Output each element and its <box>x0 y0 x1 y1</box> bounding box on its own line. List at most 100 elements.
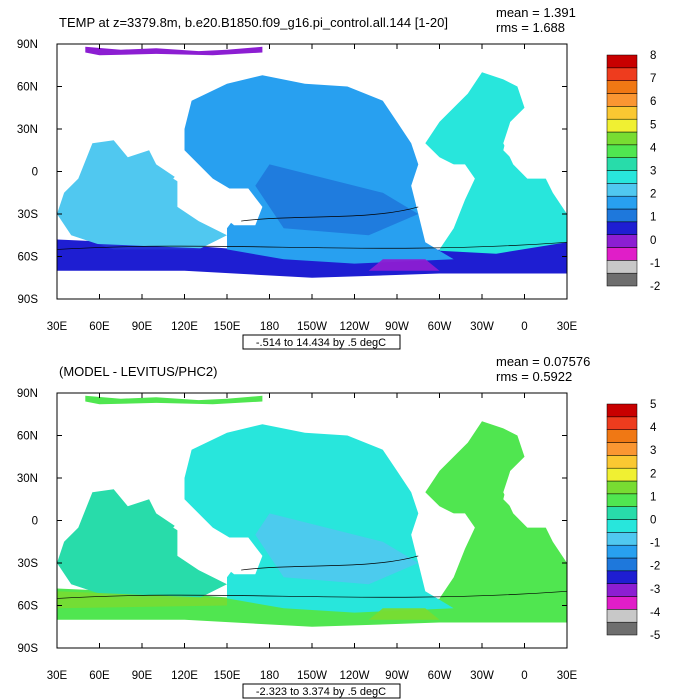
southern-band <box>57 242 227 260</box>
colorbar-cell <box>606 144 638 158</box>
x-tick-label: 90W <box>385 670 409 682</box>
colorbar-cell <box>606 621 638 636</box>
colorbar-label: 0 <box>650 235 656 247</box>
x-tick-label: 90E <box>132 670 153 682</box>
colorbar-cell <box>606 532 638 546</box>
colorbar-cell <box>606 519 638 533</box>
colorbar-cell <box>606 93 638 107</box>
colorbar-cell <box>606 260 638 274</box>
x-tick-label: 150E <box>214 321 241 333</box>
x-tick-label: 120W <box>339 670 369 682</box>
land-mass <box>173 517 202 535</box>
x-tick-label: 120E <box>171 670 198 682</box>
rms-label: rms = 1.688 <box>496 20 565 35</box>
colorbar-label: 1 <box>650 212 656 224</box>
colorbar-label: 2 <box>650 189 656 201</box>
colorbar-label: -2 <box>650 281 660 293</box>
y-tick-label: 60S <box>18 252 39 264</box>
mean-label: mean = 0.07576 <box>496 354 590 369</box>
x-tick-label: 150W <box>297 670 327 682</box>
indian-ocean-region <box>57 489 227 599</box>
colorbar-cell <box>606 195 638 210</box>
colorbar-cell <box>606 506 638 520</box>
x-tick-label: 30W <box>470 670 494 682</box>
x-tick-label: 60E <box>89 321 110 333</box>
x-tick-label: 60W <box>428 321 452 333</box>
colorbar-cell <box>606 455 638 469</box>
weddell-patch <box>368 608 440 620</box>
colorbar-cell <box>606 609 638 623</box>
southern-band <box>57 591 227 609</box>
y-tick-label: 60N <box>17 82 38 94</box>
colorbar-cell <box>606 247 638 261</box>
x-tick-label: 30E <box>557 321 578 333</box>
x-tick-label: 60W <box>428 670 452 682</box>
land-mass <box>436 164 475 250</box>
range-box <box>242 683 401 699</box>
x-tick-label: 30E <box>557 670 578 682</box>
colorbar-cell <box>606 557 638 572</box>
range-box <box>242 334 401 350</box>
colorbar-cell <box>606 183 638 197</box>
colorbar-label: 7 <box>650 73 656 85</box>
colorbar-label: 2 <box>650 468 656 480</box>
colorbar-cell <box>606 583 638 597</box>
land-mass <box>503 470 567 528</box>
land-mass <box>212 188 263 226</box>
colorbar-cell <box>606 272 638 287</box>
land-mass <box>436 513 475 599</box>
colorbar-cell <box>606 544 638 559</box>
y-tick-label: 60S <box>18 601 39 613</box>
range-label: -.514 to 14.434 by .5 degC <box>256 337 386 349</box>
colorbar-cell <box>606 596 638 610</box>
colorbar-cell <box>606 416 638 430</box>
y-tick-label: 90S <box>18 643 39 655</box>
contour-line <box>241 206 419 222</box>
colorbar-cell <box>606 221 638 235</box>
colorbar-label: 6 <box>650 96 656 108</box>
panel-title: TEMP at z=3379.8m, b.e20.B1850.f09_g16.p… <box>59 15 448 30</box>
colorbar-cell <box>606 170 638 184</box>
colorbar-cell <box>606 208 638 223</box>
colorbar-label: 4 <box>650 142 657 154</box>
colorbar-cell <box>606 403 638 418</box>
x-tick-label: 120W <box>339 321 369 333</box>
x-tick-label: 150E <box>214 670 241 682</box>
colorbar-cell <box>606 480 638 495</box>
y-tick-label: 30N <box>17 473 38 485</box>
colorbar-label: -3 <box>650 584 660 596</box>
x-tick-label: 30W <box>470 321 494 333</box>
colorbar-label: -5 <box>650 630 660 642</box>
colorbar-label: -1 <box>650 538 660 550</box>
y-tick-label: 90S <box>18 294 39 306</box>
contour-line <box>56 241 568 250</box>
colorbar-cell <box>606 80 638 94</box>
colorbar-cell <box>606 118 638 133</box>
colorbar-label: 5 <box>650 399 656 411</box>
y-tick-label: 90N <box>17 388 38 400</box>
colorbar-cell <box>606 570 638 584</box>
indian-ocean-region <box>57 140 227 250</box>
colorbar-cell <box>606 234 638 248</box>
colorbar-cell <box>606 467 638 482</box>
x-tick-label: 180 <box>260 321 279 333</box>
y-tick-label: 30S <box>18 209 39 221</box>
land-mass <box>173 168 202 186</box>
mean-label: mean = 1.391 <box>496 5 576 20</box>
panel-title: (MODEL - LEVITUS/PHC2) <box>59 364 217 379</box>
x-tick-label: 30E <box>47 321 68 333</box>
colorbar-label: 3 <box>650 166 656 178</box>
colorbar-cell <box>606 442 638 456</box>
y-tick-label: 90N <box>17 39 38 51</box>
colorbar-label: 3 <box>650 445 656 457</box>
rms-label: rms = 0.5922 <box>496 369 572 384</box>
colorbar-label: -1 <box>650 258 660 270</box>
x-tick-label: 180 <box>260 670 279 682</box>
y-tick-label: 60N <box>17 431 38 443</box>
x-tick-label: 30E <box>47 670 68 682</box>
land-mass <box>503 121 567 179</box>
colorbar-cell <box>606 67 638 81</box>
colorbar-cell <box>606 54 638 69</box>
colorbar-label: 5 <box>650 119 656 131</box>
